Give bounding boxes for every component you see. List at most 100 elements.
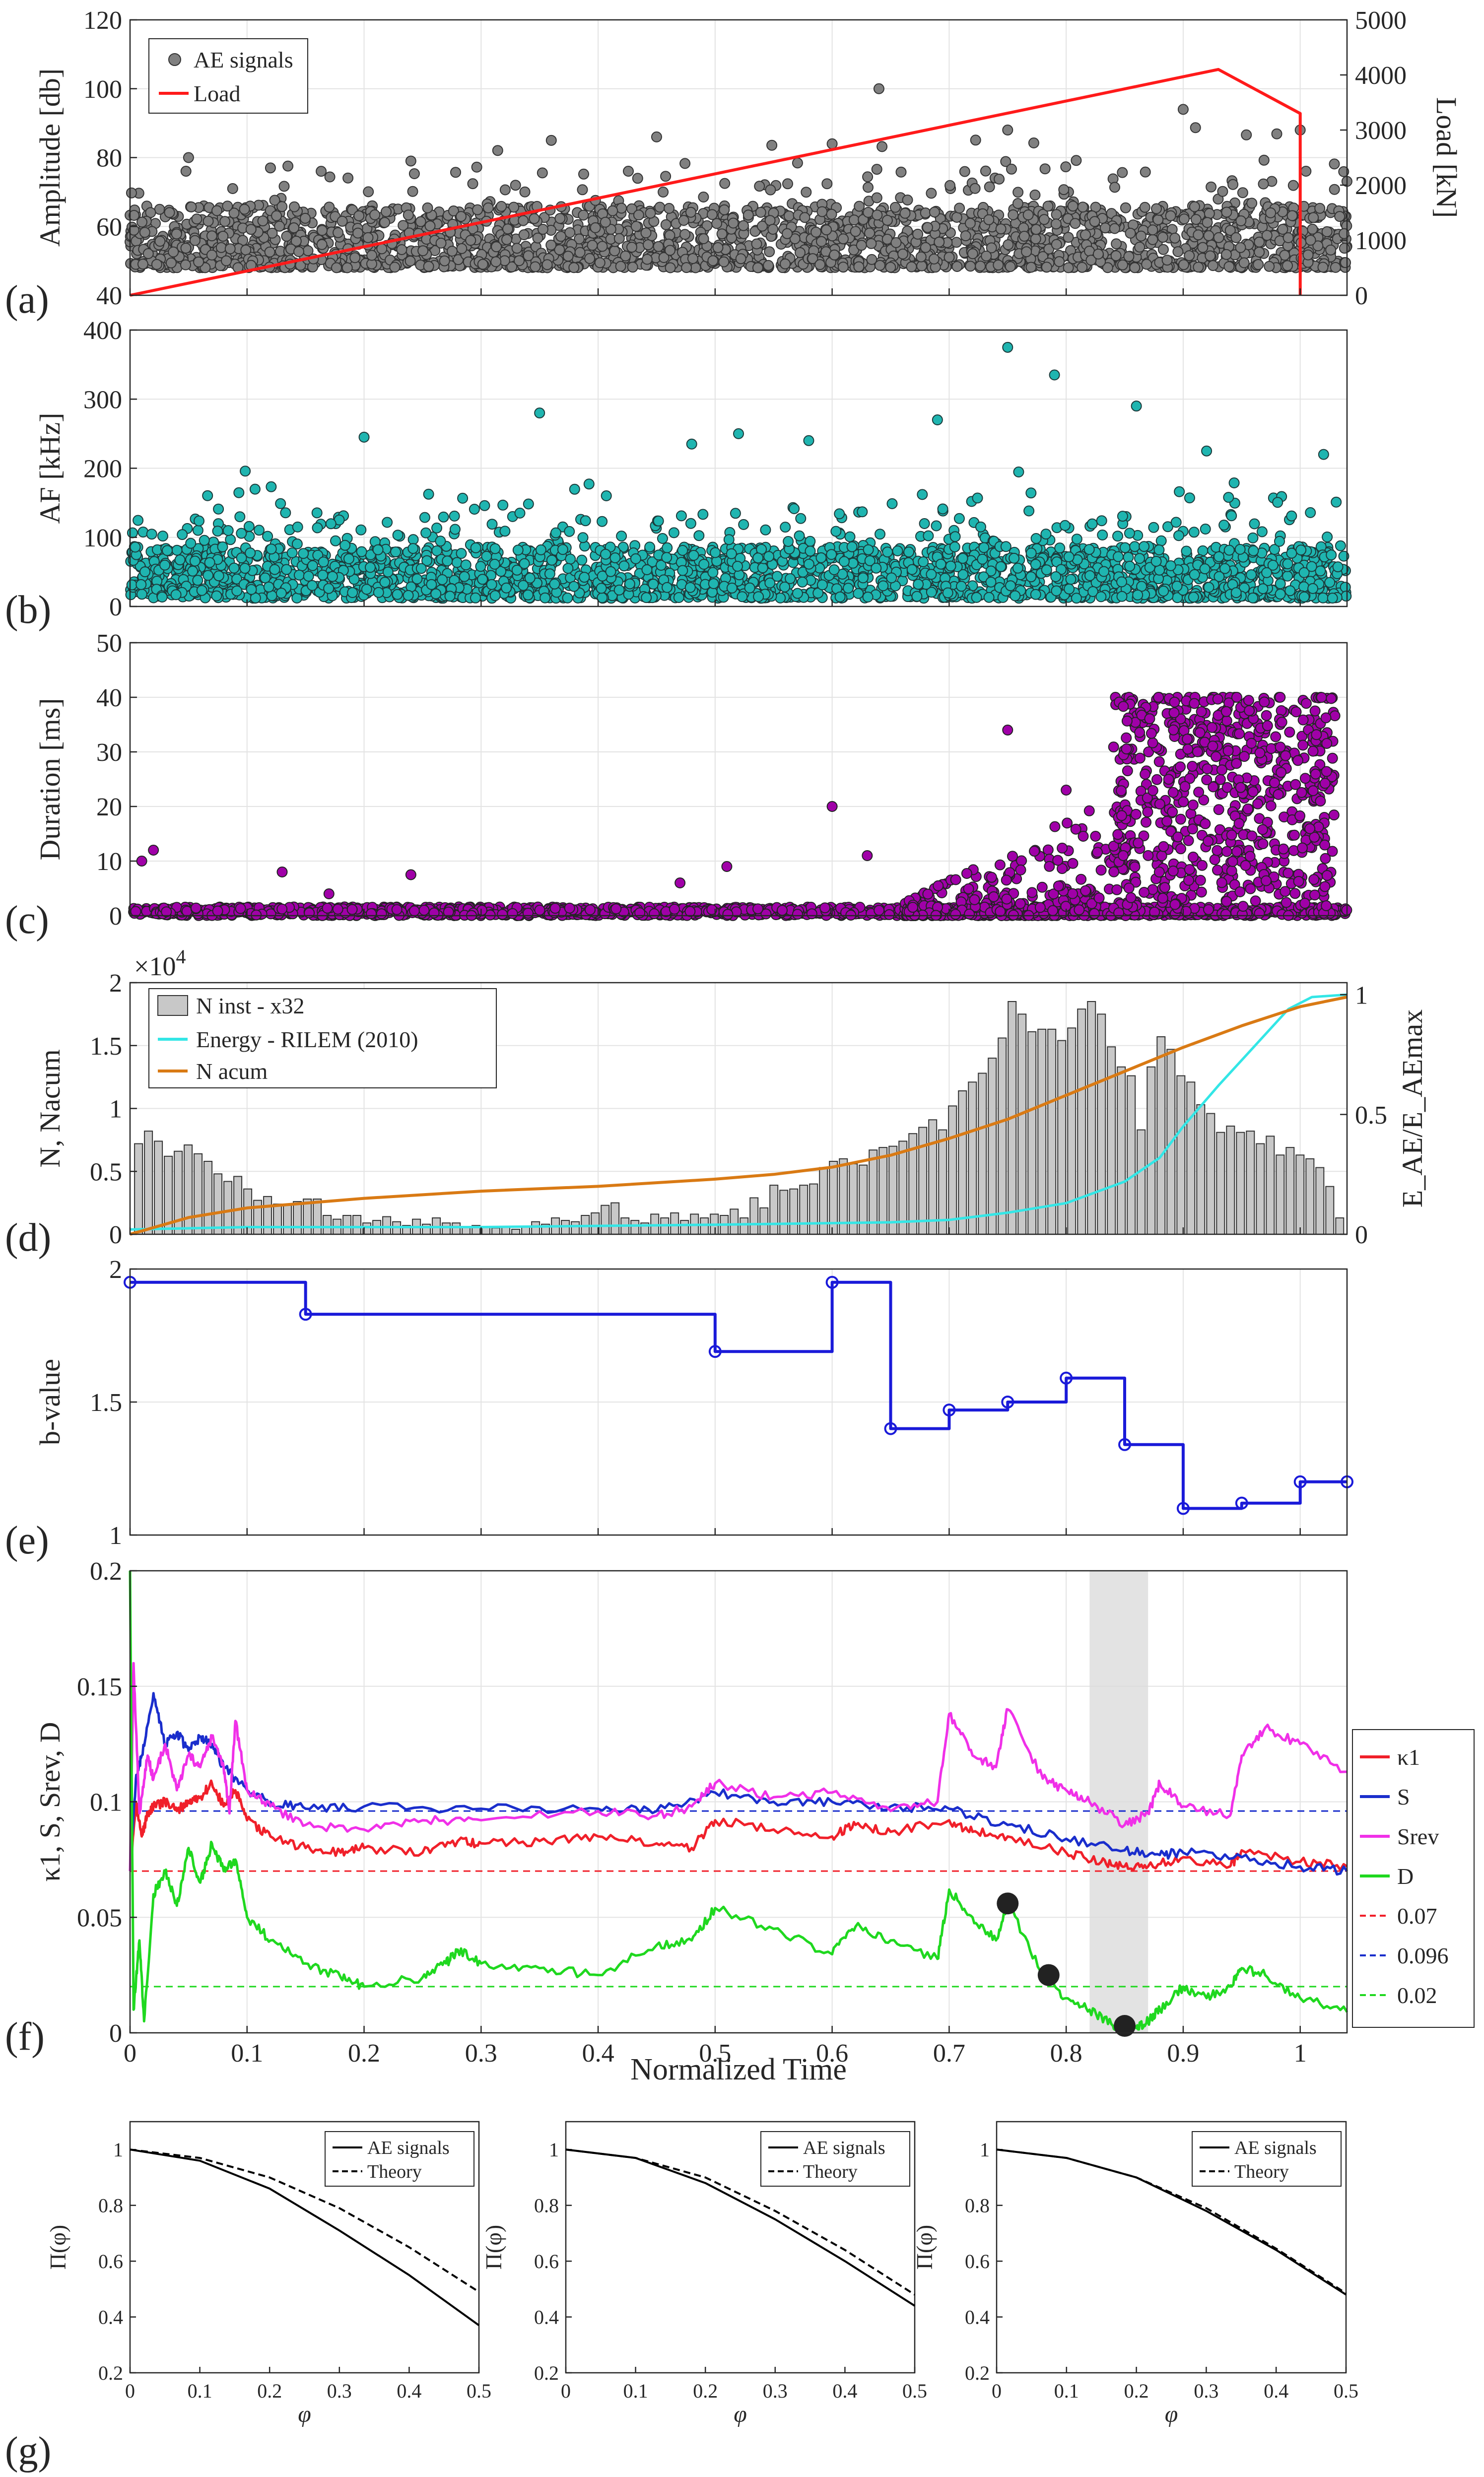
- ae-signal-point: [816, 236, 827, 247]
- af-point: [830, 526, 842, 537]
- ae-signal-point: [151, 259, 162, 270]
- af-point: [475, 561, 486, 572]
- ae-signal-point: [698, 192, 709, 202]
- ae-signal-point: [1157, 244, 1169, 255]
- ae-signal-point: [1340, 257, 1351, 268]
- af-point: [983, 592, 995, 603]
- af-point: [1230, 587, 1242, 599]
- af-point: [613, 584, 625, 596]
- af-point: [803, 558, 814, 570]
- af-point: [423, 488, 434, 500]
- af-point: [723, 534, 735, 545]
- ae-signal-point: [439, 255, 450, 267]
- af-point: [231, 585, 243, 597]
- af-point: [677, 545, 688, 556]
- ae-signal-point: [1246, 198, 1258, 209]
- af-point: [957, 553, 968, 564]
- af-point: [407, 543, 419, 554]
- af-point: [1257, 583, 1269, 595]
- af-point: [236, 528, 247, 539]
- ae-signal-point: [719, 204, 730, 215]
- af-point: [882, 546, 893, 558]
- ae-signal-point: [467, 178, 478, 190]
- ae-signal-point: [1071, 155, 1082, 166]
- ae-signal-point: [289, 201, 300, 212]
- af-point: [630, 553, 641, 564]
- ae-signal-point: [912, 228, 924, 240]
- af-point: [311, 507, 323, 519]
- af-point: [228, 562, 240, 574]
- ae-signal-point: [1161, 255, 1173, 266]
- af-point: [1134, 553, 1145, 564]
- ae-signal-point: [658, 187, 669, 198]
- af-point: [1010, 590, 1021, 602]
- af-point: [1030, 559, 1041, 570]
- af-point: [710, 547, 721, 558]
- af-point: [565, 553, 576, 565]
- af-point: [783, 536, 794, 547]
- ae-signal-point: [554, 213, 566, 224]
- ae-signal-point: [1109, 182, 1120, 193]
- ae-signal-point: [171, 228, 182, 240]
- af-point: [540, 592, 551, 603]
- af-point: [1123, 552, 1134, 563]
- ae-signal-point: [511, 243, 523, 254]
- af-point: [275, 588, 287, 599]
- af-point: [263, 581, 274, 593]
- af-point: [662, 582, 673, 593]
- y-tick-label: 0: [109, 593, 122, 621]
- ae-signal-point: [1253, 259, 1264, 270]
- ae-signal-point: [126, 187, 137, 199]
- af-point: [562, 563, 574, 574]
- af-point: [202, 490, 213, 501]
- af-point: [923, 530, 934, 541]
- af-point: [307, 560, 318, 571]
- ae-signal-point: [136, 216, 147, 228]
- af-point: [196, 585, 207, 596]
- af-point: [1275, 589, 1286, 600]
- ae-signal-point: [916, 260, 928, 271]
- af-point: [204, 557, 215, 568]
- ae-signal-point: [1329, 158, 1340, 170]
- af-point: [292, 521, 303, 533]
- af-point: [544, 568, 555, 580]
- ae-signal-point: [396, 244, 407, 255]
- ae-signal-point: [324, 201, 335, 213]
- af-point: [1071, 534, 1082, 545]
- ae-signal-point: [240, 244, 252, 256]
- ae-signal-point: [1002, 125, 1013, 135]
- af-point: [373, 587, 384, 598]
- af-point: [449, 524, 461, 535]
- af-point: [1246, 569, 1257, 580]
- af-point: [535, 544, 546, 555]
- ae-signal-point: [1177, 104, 1189, 115]
- ae-signal-point: [577, 184, 588, 196]
- ae-signal-point: [492, 145, 503, 156]
- af-point: [1050, 571, 1062, 582]
- ae-signal-point: [180, 243, 192, 254]
- af-point: [550, 527, 561, 538]
- af-point: [339, 539, 351, 551]
- ae-signal-point: [1221, 249, 1232, 260]
- ae-signal-point: [514, 255, 525, 267]
- ae-signal-point: [1141, 259, 1152, 270]
- ae-signal-point: [1117, 259, 1128, 270]
- af-point: [707, 567, 719, 578]
- af-point: [698, 559, 710, 570]
- y-tick-label: 200: [83, 455, 122, 483]
- ae-signal-point: [600, 216, 611, 228]
- ae-signal-point: [1050, 218, 1062, 230]
- af-point: [392, 589, 403, 600]
- af-point: [291, 538, 303, 549]
- ae-signal-point: [587, 240, 598, 251]
- ae-signal-point: [944, 252, 955, 263]
- af-point: [871, 562, 882, 574]
- af-point: [240, 466, 251, 477]
- ae-signal-point: [456, 243, 468, 254]
- ae-signal-point: [1339, 243, 1350, 254]
- af-point: [1000, 541, 1012, 552]
- af-point: [730, 508, 741, 519]
- af-point: [803, 435, 814, 446]
- y-tick-label-right: 2000: [1355, 172, 1407, 200]
- af-point: [1275, 578, 1286, 590]
